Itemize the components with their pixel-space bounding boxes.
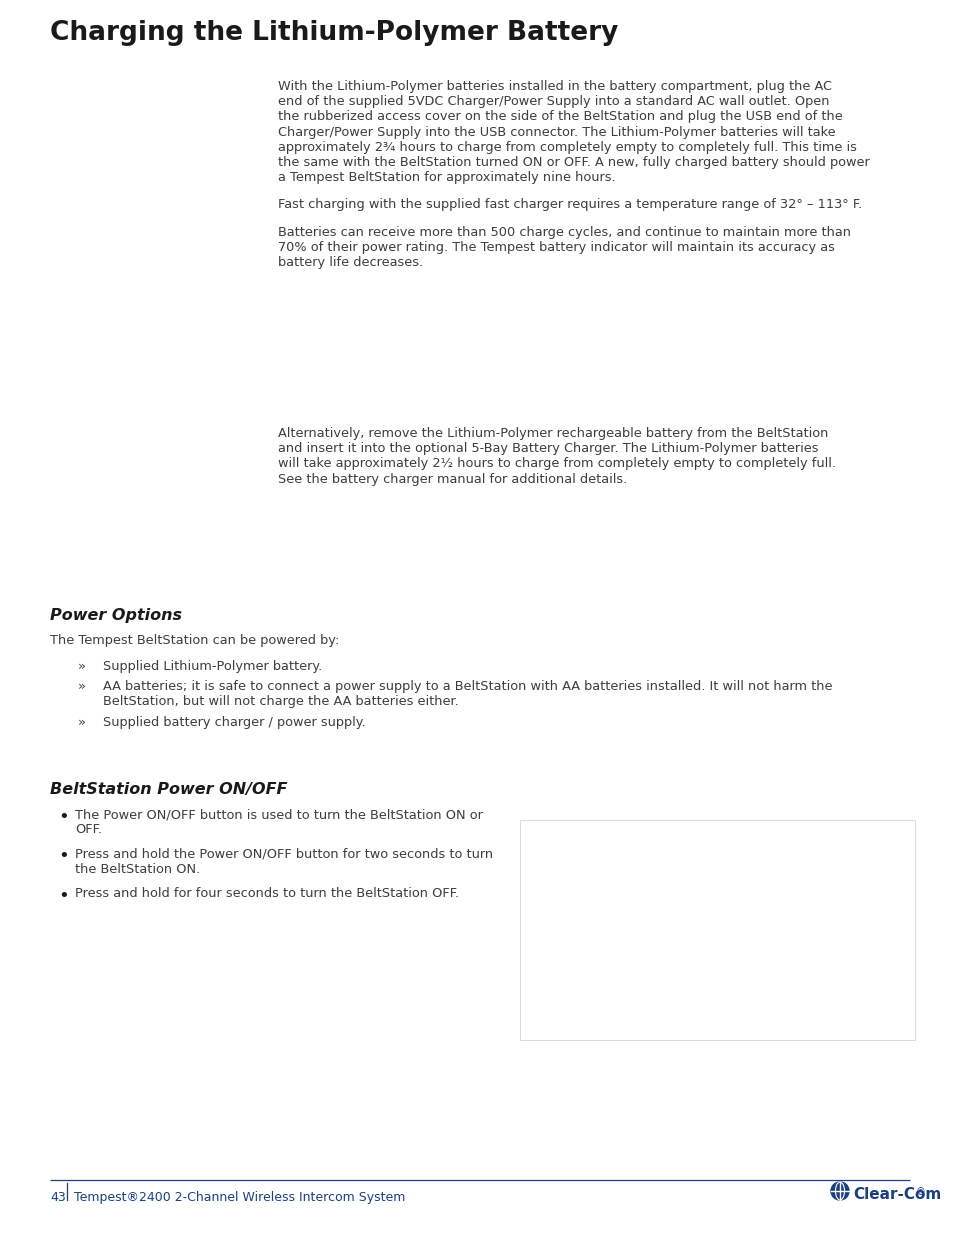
Text: •: • (58, 887, 69, 905)
Text: Supplied battery charger / power supply.: Supplied battery charger / power supply. (103, 715, 365, 729)
Text: the same with the BeltStation turned ON or OFF. A new, fully charged battery sho: the same with the BeltStation turned ON … (277, 156, 869, 169)
Text: With the Lithium-Polymer batteries installed in the battery compartment, plug th: With the Lithium-Polymer batteries insta… (277, 80, 831, 93)
Text: Clear-Com: Clear-Com (852, 1187, 941, 1202)
Text: »: » (78, 659, 86, 673)
Text: 70% of their power rating. The Tempest battery indicator will maintain its accur: 70% of their power rating. The Tempest b… (277, 241, 834, 254)
Text: The Power ON/OFF button is used to turn the BeltStation ON or: The Power ON/OFF button is used to turn … (75, 808, 482, 821)
Text: The Tempest BeltStation can be powered by:: The Tempest BeltStation can be powered b… (50, 634, 339, 647)
Text: Supplied Lithium-Polymer battery.: Supplied Lithium-Polymer battery. (103, 659, 322, 673)
Text: Charger/Power Supply into the USB connector. The Lithium-Polymer batteries will : Charger/Power Supply into the USB connec… (277, 126, 835, 138)
Bar (519, 820, 914, 1040)
Text: and insert it into the optional 5-Bay Battery Charger. The Lithium-Polymer batte: and insert it into the optional 5-Bay Ba… (277, 442, 818, 456)
Text: the rubberized access cover on the side of the BeltStation and plug the USB end : the rubberized access cover on the side … (277, 110, 841, 124)
Text: Alternatively, remove the Lithium-Polymer rechargeable battery from the BeltStat: Alternatively, remove the Lithium-Polyme… (277, 427, 827, 440)
Text: Press and hold for four seconds to turn the BeltStation OFF.: Press and hold for four seconds to turn … (75, 887, 458, 900)
Text: battery life decreases.: battery life decreases. (277, 256, 423, 269)
Text: Press and hold the Power ON/OFF button for two seconds to turn: Press and hold the Power ON/OFF button f… (75, 847, 493, 861)
Text: a Tempest BeltStation for approximately nine hours.: a Tempest BeltStation for approximately … (277, 172, 615, 184)
Circle shape (830, 1182, 848, 1200)
Text: »: » (78, 680, 86, 693)
Text: Power Options: Power Options (50, 608, 182, 622)
Text: »: » (78, 715, 86, 729)
Text: ®: ® (915, 1187, 924, 1197)
Text: 43: 43 (50, 1191, 66, 1204)
Text: •: • (58, 847, 69, 866)
Text: approximately 2¾ hours to charge from completely empty to completely full. This : approximately 2¾ hours to charge from co… (277, 141, 856, 154)
Text: See the battery charger manual for additional details.: See the battery charger manual for addit… (277, 473, 626, 485)
Text: the BeltStation ON.: the BeltStation ON. (75, 862, 200, 876)
Text: will take approximately 2½ hours to charge from completely empty to completely f: will take approximately 2½ hours to char… (277, 457, 835, 471)
Text: AA batteries; it is safe to connect a power supply to a BeltStation with AA batt: AA batteries; it is safe to connect a po… (103, 680, 832, 693)
Text: Tempest®2400 2-Channel Wireless Intercom System: Tempest®2400 2-Channel Wireless Intercom… (74, 1191, 405, 1204)
Text: Charging the Lithium-Polymer Battery: Charging the Lithium-Polymer Battery (50, 20, 618, 46)
Bar (38, 393, 343, 603)
Text: OFF.: OFF. (75, 824, 102, 836)
Bar (50, 88, 270, 383)
Text: Fast charging with the supplied fast charger requires a temperature range of 32°: Fast charging with the supplied fast cha… (277, 199, 862, 211)
Text: Batteries can receive more than 500 charge cycles, and continue to maintain more: Batteries can receive more than 500 char… (277, 226, 850, 238)
Text: •: • (58, 808, 69, 826)
Text: end of the supplied 5VDC Charger/Power Supply into a standard AC wall outlet. Op: end of the supplied 5VDC Charger/Power S… (277, 95, 828, 109)
Text: BeltStation, but will not charge the AA batteries either.: BeltStation, but will not charge the AA … (103, 695, 458, 709)
Text: BeltStation Power ON/OFF: BeltStation Power ON/OFF (50, 782, 287, 797)
